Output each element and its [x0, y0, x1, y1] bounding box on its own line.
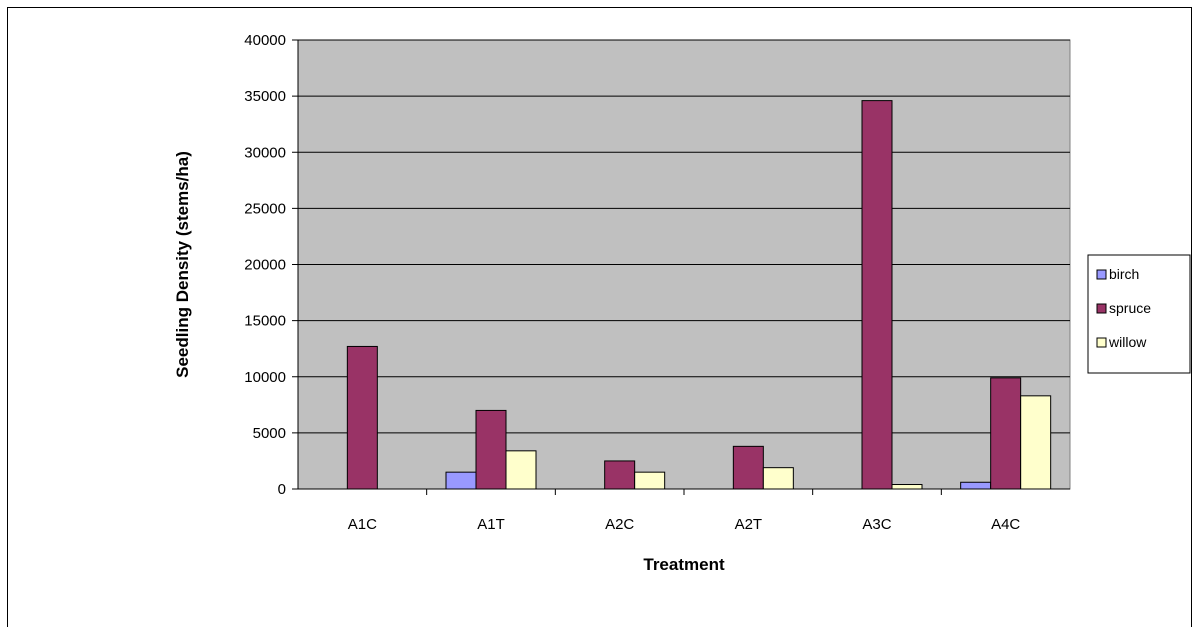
x-tick-label: A1T	[477, 516, 505, 533]
bar-spruce-A1C	[346, 345, 378, 490]
x-tick-label: A2T	[735, 516, 763, 533]
x-tick-label: A4C	[991, 516, 1020, 533]
legend-swatch-birch	[1096, 269, 1107, 280]
bar-willow-A2C	[634, 471, 666, 490]
gridlines	[298, 39, 1070, 434]
legend-swatch-willow	[1096, 337, 1107, 348]
legend-label-willow: willow	[1108, 334, 1147, 350]
bar-spruce-A2C	[604, 460, 636, 490]
y-tick-label: 25000	[244, 200, 286, 217]
bars	[346, 100, 1052, 490]
bar-spruce-A4C	[990, 377, 1022, 490]
bar-willow-A1T	[505, 450, 537, 490]
x-tick-label: A3C	[862, 516, 891, 533]
axes	[292, 39, 1070, 495]
x-tick-label: A1C	[348, 516, 377, 533]
bar-willow-A4C	[1020, 395, 1052, 490]
y-tick-label: 20000	[244, 257, 286, 274]
y-tick-label: 5000	[253, 425, 286, 442]
y-tick-label: 40000	[244, 32, 286, 49]
bar-birch-A1T	[445, 471, 477, 490]
y-tick-label: 15000	[244, 313, 286, 330]
y-tick-labels: 0 5000 10000 15000 20000 25000 30000 35000 40000	[244, 32, 286, 498]
bar-willow-A3C	[891, 484, 923, 490]
bar-birch-A4C	[960, 481, 992, 490]
legend-label-birch: birch	[1109, 266, 1139, 282]
bar-spruce-A2T	[732, 445, 764, 490]
y-tick-label: 30000	[244, 144, 286, 161]
x-tick-labels: A1C A1T A2C A2T A3C A4C	[348, 516, 1021, 533]
y-tick-label: 10000	[244, 369, 286, 386]
legend-label-spruce: spruce	[1109, 300, 1151, 316]
y-tick-label: 0	[278, 481, 286, 498]
bar-spruce-A3C	[861, 100, 893, 490]
legend: birch spruce willow	[1087, 254, 1191, 374]
legend-swatch-spruce	[1096, 303, 1107, 314]
x-axis-title: Treatment	[643, 555, 725, 574]
y-axis-title: Seedling Density (stems/ha)	[173, 151, 192, 378]
bar-willow-A2T	[762, 467, 794, 490]
bar-spruce-A1T	[475, 409, 507, 490]
x-tick-label: A2C	[605, 516, 634, 533]
y-tick-label: 35000	[244, 88, 286, 105]
